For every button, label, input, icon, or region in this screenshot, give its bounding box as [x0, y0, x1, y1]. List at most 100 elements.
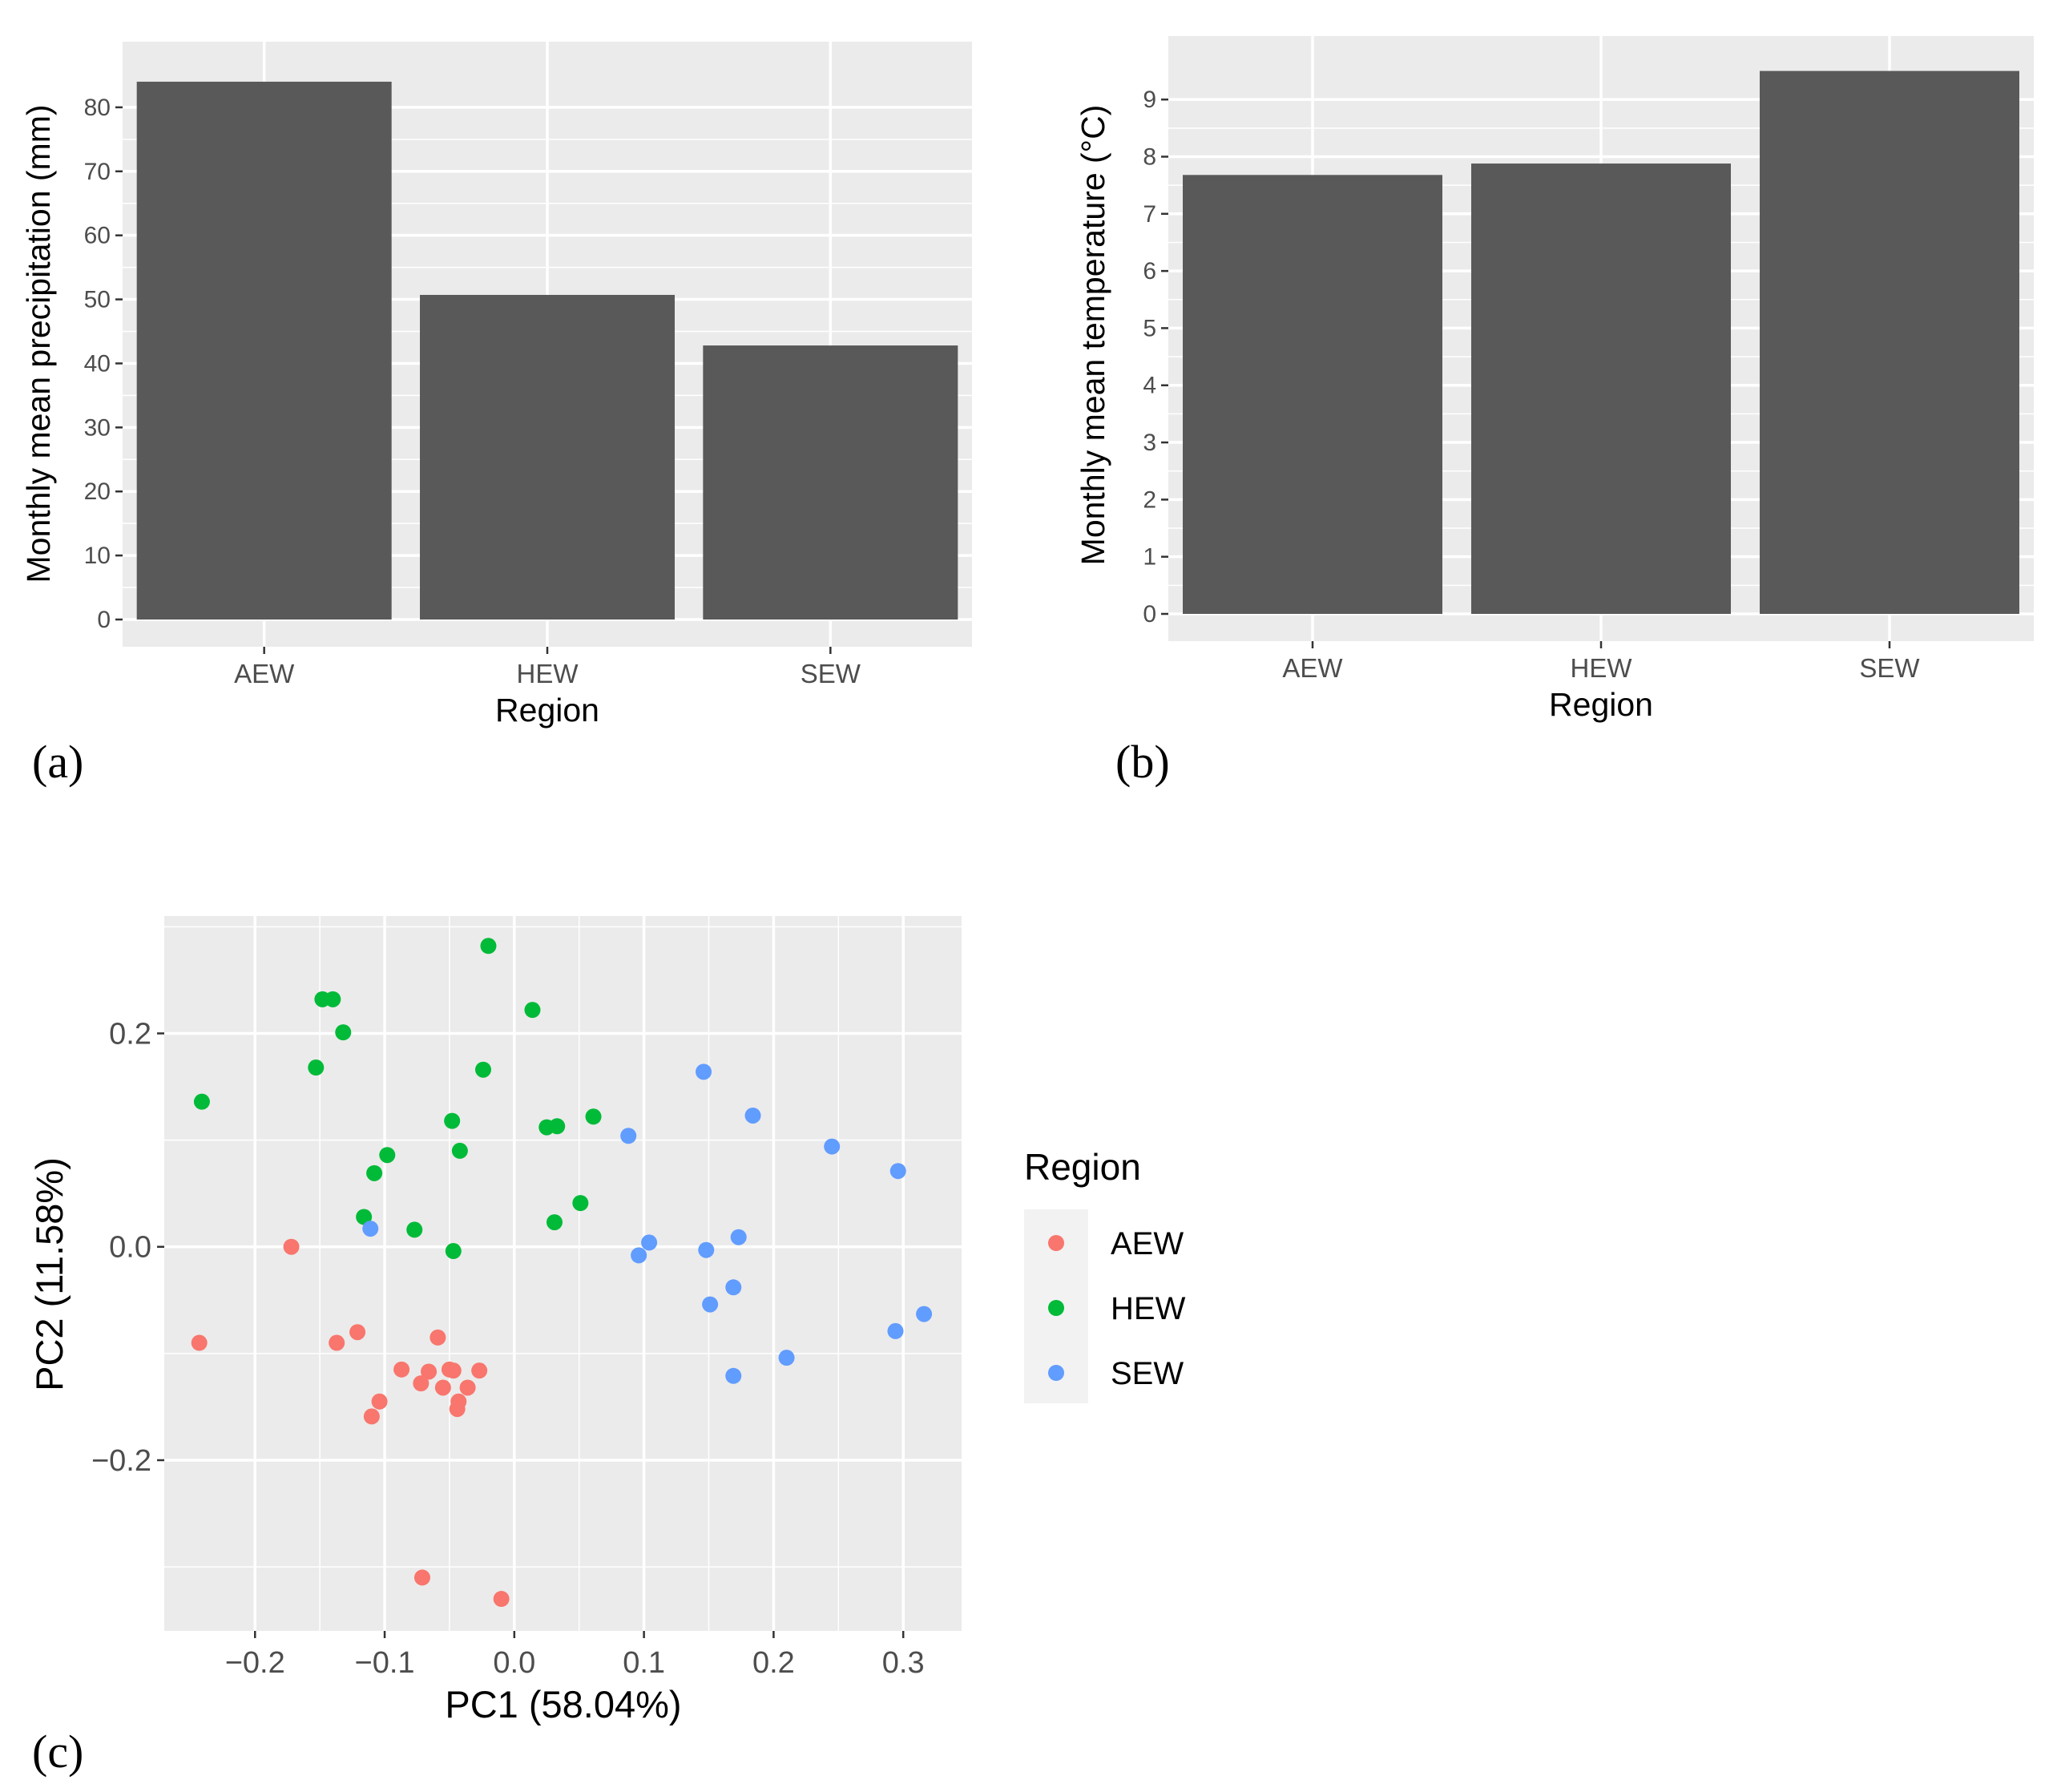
- legend-label-aew: AEW: [1111, 1226, 1184, 1261]
- point-aew: [434, 1379, 451, 1396]
- point-aew: [371, 1393, 388, 1410]
- legend-label-hew: HEW: [1111, 1291, 1186, 1326]
- y-tick-label: 1: [1143, 544, 1156, 571]
- point-sew: [641, 1234, 658, 1251]
- point-hew: [325, 991, 341, 1007]
- chart-b-x-axis-title: Region: [1549, 686, 1653, 723]
- y-tick-label: 8: [1143, 143, 1156, 170]
- bar-aew: [136, 81, 392, 620]
- x-tick-label: SEW: [801, 659, 861, 688]
- point-hew: [451, 1142, 468, 1159]
- bar-aew: [1183, 175, 1442, 614]
- y-tick-label: 3: [1143, 430, 1156, 456]
- point-hew: [356, 1209, 373, 1225]
- point-sew: [620, 1128, 637, 1144]
- point-aew: [393, 1361, 410, 1378]
- point-sew: [725, 1367, 742, 1384]
- y-tick-label: 0.2: [109, 1017, 151, 1051]
- x-tick-label: 0.1: [623, 1646, 665, 1680]
- point-aew: [430, 1329, 446, 1346]
- x-tick-label: SEW: [1859, 653, 1920, 683]
- point-sew: [889, 1163, 906, 1180]
- point-sew: [725, 1279, 742, 1296]
- point-aew: [413, 1569, 430, 1586]
- point-hew: [445, 1243, 462, 1260]
- point-aew: [493, 1591, 510, 1608]
- chart-a-panel-label: (a): [32, 736, 83, 788]
- x-tick-label: −0.1: [355, 1646, 415, 1680]
- point-aew: [459, 1379, 476, 1396]
- point-hew: [379, 1147, 396, 1164]
- point-aew: [363, 1408, 380, 1425]
- chart-c-points: [191, 938, 933, 1608]
- y-tick-label: 60: [84, 223, 111, 249]
- point-hew: [308, 1059, 325, 1076]
- point-aew: [413, 1375, 430, 1392]
- chart-c-x-axis-title: PC1 (58.04%): [445, 1683, 681, 1725]
- chart-c-y-axis-title: PC2 (11.58%): [28, 1157, 71, 1391]
- chart-a-y-axis-title: Monthly mean precipitation (mm): [20, 105, 57, 583]
- y-tick-label: 40: [84, 350, 111, 377]
- chart-a-x-axis-title: Region: [495, 692, 599, 729]
- point-sew: [916, 1306, 933, 1322]
- bar-sew: [1760, 71, 2019, 614]
- legend-key-aew: [1048, 1235, 1064, 1251]
- point-sew: [696, 1063, 712, 1080]
- y-tick-label: −0.2: [91, 1444, 151, 1478]
- point-sew: [744, 1107, 761, 1124]
- chart-b-y-ticks: 0 1 2 3 4 5 6 7 8 9: [1143, 87, 1168, 628]
- y-tick-label: 4: [1143, 373, 1156, 399]
- point-hew: [193, 1093, 210, 1110]
- chart-c-gridlines: [164, 916, 962, 1631]
- legend-key-sew: [1048, 1365, 1064, 1381]
- point-hew: [585, 1108, 602, 1125]
- chart-b: 0 1 2 3 4 5 6 7 8 9 AEW HEW SEW Region Monthly mean…: [1075, 36, 2034, 788]
- chart-b-x-ticks: AEW HEW SEW: [1282, 641, 1920, 683]
- chart-a-y-ticks: 0 10 20 30 40 50 60 70 80: [84, 95, 123, 633]
- y-tick-label: 50: [84, 287, 111, 313]
- x-tick-label: −0.2: [225, 1646, 285, 1680]
- bar-hew: [1471, 163, 1731, 614]
- chart-c-x-ticks: −0.2 −0.1 0.0 0.1 0.2 0.3: [225, 1631, 925, 1680]
- point-aew: [445, 1362, 462, 1379]
- chart-c-y-ticks: −0.2 0.0 0.2: [91, 1017, 164, 1478]
- legend-title: Region: [1024, 1146, 1141, 1188]
- x-tick-label: AEW: [234, 659, 295, 688]
- point-hew: [444, 1112, 461, 1129]
- x-tick-label: HEW: [1571, 653, 1633, 683]
- x-tick-label: 0.3: [882, 1646, 925, 1680]
- point-hew: [546, 1214, 563, 1231]
- y-tick-label: 70: [84, 159, 111, 185]
- y-tick-label: 10: [84, 543, 111, 569]
- point-sew: [887, 1322, 904, 1339]
- chart-a-x-ticks: AEW HEW SEW: [234, 647, 861, 688]
- chart-a-bars: [136, 81, 958, 620]
- bar-hew: [420, 294, 675, 620]
- y-tick-label: 0.0: [109, 1231, 151, 1265]
- chart-b-panel-label: (b): [1115, 736, 1170, 788]
- x-tick-label: 0.0: [493, 1646, 535, 1680]
- point-hew: [549, 1118, 566, 1135]
- point-aew: [349, 1324, 366, 1341]
- chart-c: −0.2 0.0 0.2 −0.2 −0.1 0.0 0.1 0.2 0.3 PC1 (58.…: [28, 916, 1186, 1778]
- y-tick-label: 0: [1143, 601, 1156, 628]
- point-sew: [702, 1296, 719, 1313]
- point-hew: [475, 1061, 491, 1078]
- y-tick-label: 20: [84, 478, 111, 505]
- y-tick-label: 6: [1143, 258, 1156, 285]
- point-sew: [778, 1350, 795, 1366]
- point-hew: [366, 1164, 383, 1181]
- point-aew: [421, 1363, 438, 1380]
- y-tick-label: 0: [97, 607, 111, 633]
- point-sew: [730, 1229, 747, 1245]
- y-tick-label: 30: [84, 414, 111, 441]
- y-tick-label: 7: [1143, 201, 1156, 228]
- legend-key-hew: [1048, 1300, 1064, 1316]
- point-hew: [406, 1221, 423, 1238]
- point-aew: [191, 1334, 208, 1351]
- point-hew: [572, 1195, 589, 1212]
- point-hew: [524, 1002, 541, 1019]
- point-aew: [471, 1362, 488, 1379]
- y-tick-label: 80: [84, 95, 111, 121]
